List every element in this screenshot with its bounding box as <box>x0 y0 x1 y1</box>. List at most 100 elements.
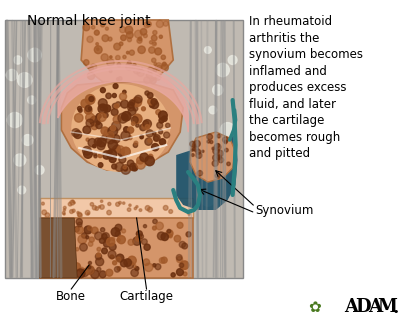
Circle shape <box>144 263 153 272</box>
Circle shape <box>210 140 213 144</box>
Polygon shape <box>190 132 236 182</box>
Circle shape <box>14 154 26 166</box>
Circle shape <box>116 102 121 107</box>
Circle shape <box>42 242 48 247</box>
Circle shape <box>144 77 150 84</box>
Circle shape <box>74 227 79 232</box>
Circle shape <box>97 138 106 147</box>
Circle shape <box>216 155 221 159</box>
Circle shape <box>35 165 44 174</box>
Circle shape <box>128 102 134 108</box>
Circle shape <box>218 157 221 160</box>
Text: M: M <box>377 298 397 316</box>
Circle shape <box>72 129 80 137</box>
Circle shape <box>96 121 100 124</box>
Circle shape <box>86 266 94 274</box>
Circle shape <box>132 165 138 171</box>
Circle shape <box>112 103 118 109</box>
Ellipse shape <box>71 84 170 172</box>
Text: Bone: Bone <box>56 290 86 303</box>
Circle shape <box>190 141 195 147</box>
Circle shape <box>91 123 98 130</box>
Circle shape <box>93 144 96 148</box>
Circle shape <box>189 203 191 204</box>
Circle shape <box>77 222 82 227</box>
Circle shape <box>64 206 66 209</box>
Circle shape <box>150 41 153 44</box>
Text: Cartilage: Cartilage <box>120 290 174 303</box>
Circle shape <box>110 56 112 58</box>
Circle shape <box>28 48 42 62</box>
Circle shape <box>112 121 121 131</box>
Polygon shape <box>61 82 183 170</box>
Circle shape <box>96 43 98 45</box>
Circle shape <box>159 139 166 145</box>
Circle shape <box>120 260 128 267</box>
Circle shape <box>124 167 127 171</box>
Circle shape <box>71 257 74 260</box>
Circle shape <box>102 233 109 240</box>
Circle shape <box>85 270 88 274</box>
Circle shape <box>94 30 99 35</box>
Circle shape <box>148 207 152 212</box>
Circle shape <box>169 210 173 213</box>
Circle shape <box>100 88 105 93</box>
Circle shape <box>51 236 56 241</box>
Circle shape <box>98 154 102 158</box>
Circle shape <box>135 267 139 270</box>
Circle shape <box>142 239 147 244</box>
Circle shape <box>75 247 79 251</box>
Circle shape <box>121 100 128 108</box>
Text: .: . <box>393 299 399 317</box>
Circle shape <box>63 230 70 238</box>
Circle shape <box>137 69 144 76</box>
Circle shape <box>72 209 75 212</box>
Circle shape <box>85 211 90 215</box>
Circle shape <box>197 171 202 176</box>
Circle shape <box>100 105 105 110</box>
Circle shape <box>102 35 109 42</box>
Circle shape <box>70 244 73 247</box>
Circle shape <box>153 264 156 267</box>
Circle shape <box>151 101 158 108</box>
Circle shape <box>101 54 108 61</box>
Circle shape <box>56 265 62 271</box>
Circle shape <box>78 109 82 112</box>
Circle shape <box>128 104 134 111</box>
Circle shape <box>163 205 168 210</box>
FancyBboxPatch shape <box>40 218 193 278</box>
Circle shape <box>92 205 96 210</box>
Circle shape <box>148 98 154 105</box>
Circle shape <box>140 124 146 131</box>
Text: Synovium: Synovium <box>255 204 314 217</box>
Circle shape <box>84 60 89 65</box>
Circle shape <box>162 116 167 121</box>
Circle shape <box>207 134 212 140</box>
Circle shape <box>110 125 116 131</box>
Circle shape <box>72 200 74 203</box>
Circle shape <box>95 207 98 210</box>
Circle shape <box>98 113 106 122</box>
Circle shape <box>119 201 121 204</box>
Circle shape <box>127 208 131 212</box>
Circle shape <box>138 37 142 41</box>
Circle shape <box>157 65 162 70</box>
Circle shape <box>58 261 64 267</box>
Circle shape <box>194 147 198 151</box>
Circle shape <box>129 204 131 206</box>
Circle shape <box>90 64 97 70</box>
Circle shape <box>71 244 75 247</box>
Circle shape <box>153 30 157 35</box>
Circle shape <box>133 67 141 74</box>
Circle shape <box>176 257 183 263</box>
Circle shape <box>153 219 157 224</box>
Circle shape <box>84 149 92 158</box>
Circle shape <box>94 46 102 54</box>
Circle shape <box>95 232 102 240</box>
Circle shape <box>132 97 142 107</box>
Circle shape <box>105 237 110 243</box>
Circle shape <box>98 104 108 114</box>
Circle shape <box>124 127 129 132</box>
Circle shape <box>117 267 121 270</box>
Circle shape <box>108 251 116 259</box>
